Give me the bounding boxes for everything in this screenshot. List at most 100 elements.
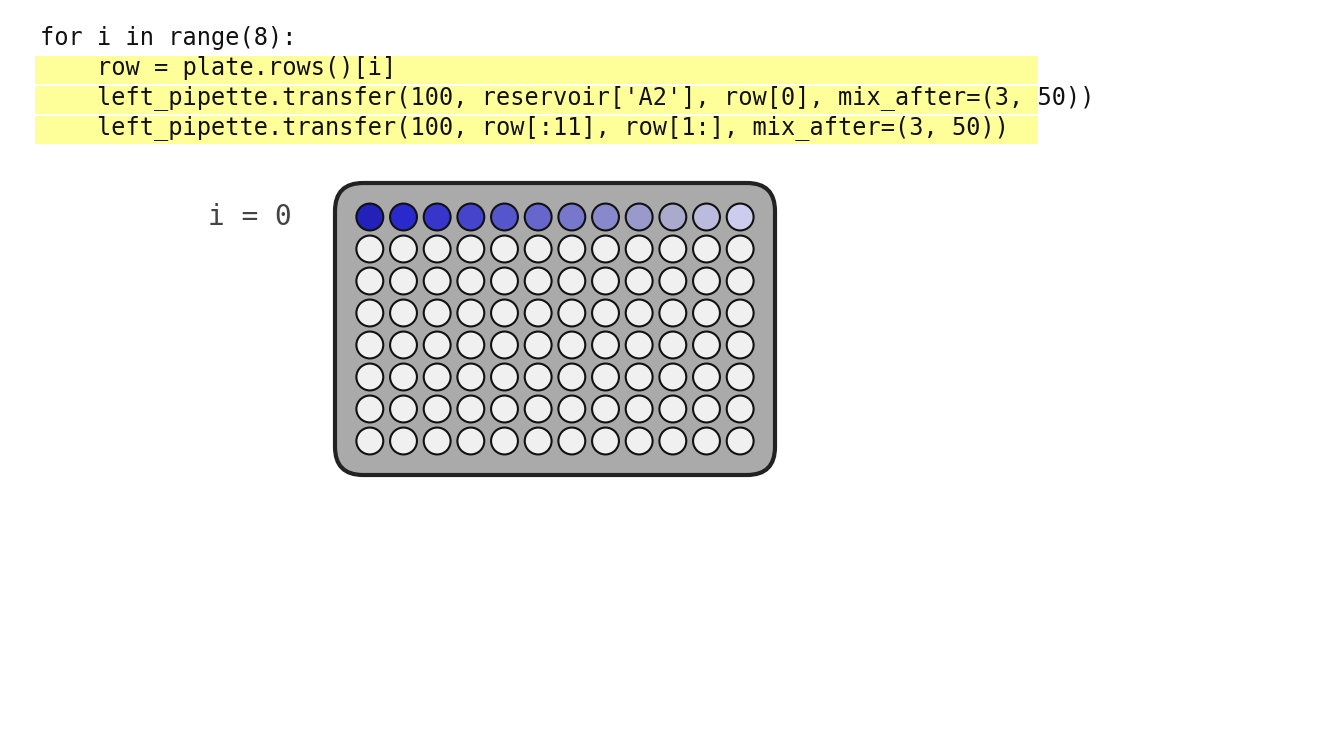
Circle shape bbox=[660, 204, 686, 230]
FancyBboxPatch shape bbox=[36, 86, 1039, 114]
Circle shape bbox=[424, 395, 450, 423]
Circle shape bbox=[391, 299, 417, 326]
Circle shape bbox=[693, 204, 719, 230]
Circle shape bbox=[727, 299, 754, 326]
Circle shape bbox=[491, 236, 517, 262]
Circle shape bbox=[558, 299, 585, 326]
Text: left_pipette.transfer(100, row[:11], row[1:], mix_after=(3, 50)): left_pipette.transfer(100, row[:11], row… bbox=[40, 115, 1008, 140]
Circle shape bbox=[391, 204, 417, 230]
Circle shape bbox=[593, 363, 619, 390]
Circle shape bbox=[458, 395, 484, 423]
Circle shape bbox=[391, 427, 417, 455]
Circle shape bbox=[727, 331, 754, 358]
Circle shape bbox=[593, 299, 619, 326]
Circle shape bbox=[458, 267, 484, 294]
Circle shape bbox=[727, 363, 754, 390]
Circle shape bbox=[727, 427, 754, 455]
Circle shape bbox=[626, 395, 652, 423]
Text: left_pipette.transfer(100, reservoir['A2'], row[0], mix_after=(3, 50)): left_pipette.transfer(100, reservoir['A2… bbox=[40, 85, 1094, 111]
Circle shape bbox=[391, 331, 417, 358]
Circle shape bbox=[558, 363, 585, 390]
Circle shape bbox=[558, 427, 585, 455]
FancyBboxPatch shape bbox=[36, 116, 1039, 144]
Circle shape bbox=[626, 363, 652, 390]
Circle shape bbox=[458, 299, 484, 326]
Circle shape bbox=[660, 427, 686, 455]
Circle shape bbox=[356, 267, 383, 294]
Circle shape bbox=[525, 395, 552, 423]
Circle shape bbox=[491, 299, 517, 326]
Circle shape bbox=[693, 236, 719, 262]
Circle shape bbox=[458, 236, 484, 262]
Circle shape bbox=[424, 427, 450, 455]
Circle shape bbox=[391, 363, 417, 390]
Circle shape bbox=[356, 331, 383, 358]
Circle shape bbox=[558, 204, 585, 230]
Circle shape bbox=[356, 395, 383, 423]
Circle shape bbox=[727, 204, 754, 230]
Circle shape bbox=[693, 427, 719, 455]
Circle shape bbox=[424, 299, 450, 326]
Circle shape bbox=[693, 363, 719, 390]
Circle shape bbox=[727, 236, 754, 262]
Circle shape bbox=[491, 363, 517, 390]
Circle shape bbox=[660, 395, 686, 423]
Circle shape bbox=[626, 427, 652, 455]
FancyBboxPatch shape bbox=[335, 183, 775, 475]
Circle shape bbox=[525, 204, 552, 230]
Circle shape bbox=[458, 204, 484, 230]
Circle shape bbox=[660, 363, 686, 390]
Circle shape bbox=[424, 331, 450, 358]
Circle shape bbox=[458, 427, 484, 455]
Text: i = 0: i = 0 bbox=[209, 203, 292, 231]
Circle shape bbox=[491, 395, 517, 423]
Circle shape bbox=[391, 267, 417, 294]
Circle shape bbox=[593, 236, 619, 262]
Circle shape bbox=[693, 267, 719, 294]
Circle shape bbox=[626, 236, 652, 262]
Circle shape bbox=[458, 363, 484, 390]
Circle shape bbox=[525, 299, 552, 326]
Circle shape bbox=[491, 427, 517, 455]
Circle shape bbox=[558, 395, 585, 423]
Circle shape bbox=[391, 236, 417, 262]
Circle shape bbox=[660, 299, 686, 326]
Circle shape bbox=[424, 267, 450, 294]
FancyBboxPatch shape bbox=[36, 56, 1039, 84]
Circle shape bbox=[626, 299, 652, 326]
Circle shape bbox=[424, 204, 450, 230]
Circle shape bbox=[593, 427, 619, 455]
Circle shape bbox=[660, 331, 686, 358]
Text: for i in range(8):: for i in range(8): bbox=[40, 26, 297, 50]
Circle shape bbox=[525, 363, 552, 390]
Circle shape bbox=[693, 331, 719, 358]
Circle shape bbox=[593, 395, 619, 423]
Circle shape bbox=[458, 331, 484, 358]
Text: row = plate.rows()[i]: row = plate.rows()[i] bbox=[40, 56, 396, 80]
Circle shape bbox=[693, 299, 719, 326]
Circle shape bbox=[626, 331, 652, 358]
Circle shape bbox=[424, 363, 450, 390]
Circle shape bbox=[525, 236, 552, 262]
Circle shape bbox=[626, 267, 652, 294]
Circle shape bbox=[558, 267, 585, 294]
Circle shape bbox=[356, 204, 383, 230]
Circle shape bbox=[626, 204, 652, 230]
Circle shape bbox=[356, 299, 383, 326]
Circle shape bbox=[558, 236, 585, 262]
Circle shape bbox=[525, 331, 552, 358]
Circle shape bbox=[356, 427, 383, 455]
Circle shape bbox=[558, 331, 585, 358]
Circle shape bbox=[491, 267, 517, 294]
Circle shape bbox=[593, 267, 619, 294]
Circle shape bbox=[660, 267, 686, 294]
Circle shape bbox=[593, 204, 619, 230]
Circle shape bbox=[593, 331, 619, 358]
Circle shape bbox=[424, 236, 450, 262]
Circle shape bbox=[356, 363, 383, 390]
Circle shape bbox=[727, 267, 754, 294]
Circle shape bbox=[525, 267, 552, 294]
Circle shape bbox=[525, 427, 552, 455]
Circle shape bbox=[660, 236, 686, 262]
Circle shape bbox=[391, 395, 417, 423]
